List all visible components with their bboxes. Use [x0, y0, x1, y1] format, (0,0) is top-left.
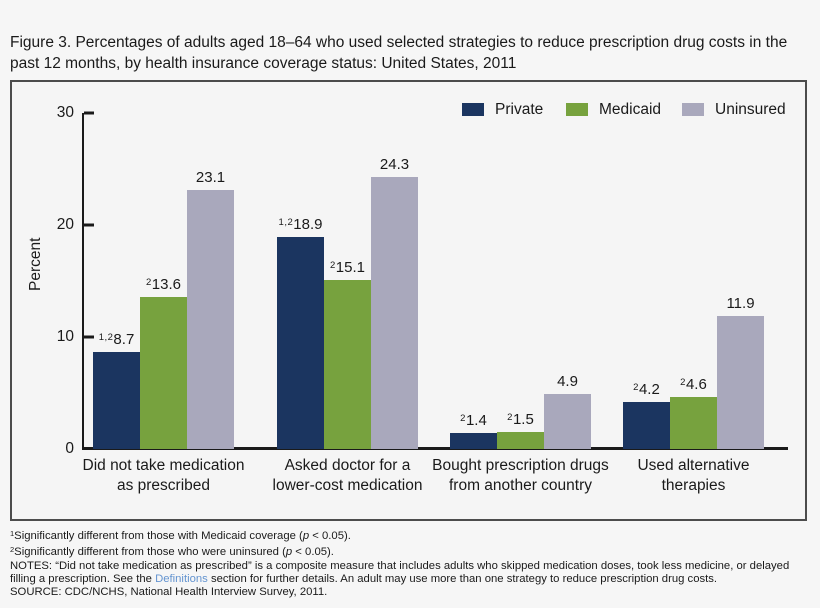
y-tick: [84, 111, 94, 115]
footnote-text: section for further details. An adult ma…: [207, 572, 718, 585]
legend-item-private: Private: [462, 101, 544, 118]
footnote-text: filling a prescription. See the: [10, 572, 156, 585]
definitions-link[interactable]: Definitions: [155, 572, 208, 585]
y-axis-line: [82, 113, 84, 449]
footnote-text: < 0.05).: [292, 546, 334, 559]
legend-swatch-private: [462, 103, 484, 116]
bar-uninsured-3: [717, 316, 764, 449]
bar-value-label: 11.9: [726, 295, 755, 312]
bar-medicaid-1: [324, 280, 371, 449]
bar-medicaid-0: [140, 297, 187, 449]
italic-text: p: [285, 546, 293, 559]
category-label-line: as prescribed: [116, 477, 211, 494]
figure-title: Figure 3. Percentages of adults aged 18–…: [10, 34, 788, 72]
footnote-line: filling a prescription. See the Definiti…: [10, 573, 815, 586]
x-axis-line: [82, 447, 788, 450]
legend-swatch-uninsured: [682, 103, 704, 116]
category-label-2: Bought prescription drugs from another co…: [416, 456, 626, 496]
y-tick-label: 10: [56, 328, 74, 345]
italic-text: p: [302, 530, 310, 542]
footnote-superscript: 2: [10, 545, 15, 555]
category-label-line: from another country: [448, 477, 592, 494]
category-label-line: Bought prescription drugs: [432, 457, 609, 474]
bar-private-3: [623, 402, 670, 449]
plot-area: Percent 0 10 20 30 1,28.7 1,218.9 21.4 24.2 213.…: [27, 104, 788, 494]
footnote-superscript: 1: [10, 529, 15, 538]
category-label-0: Did not take medication as prescribed: [59, 456, 269, 496]
category-label-line: Did not take medication: [82, 457, 245, 474]
legend-label: Private: [495, 101, 544, 118]
bar-value-label: 213.6: [146, 276, 181, 293]
y-tick-label: 0: [65, 440, 74, 457]
bar-value-label: 24.6: [680, 376, 707, 393]
bar-value-label: 1,28.7: [98, 331, 135, 348]
bar-private-0: [93, 352, 140, 449]
footnote-line: 1Significantly different from those with…: [10, 527, 815, 543]
legend-swatch-medicaid: [566, 103, 588, 116]
bar-value-label: 23.1: [195, 169, 226, 186]
footnote-text: NOTES: “Did not take medication as presc…: [10, 559, 790, 572]
footnote-line: NOTES: “Did not take medication as presc…: [10, 560, 815, 573]
footnote-text: Significantly different from those who w…: [14, 546, 286, 559]
category-label-line: Asked doctor for a: [284, 457, 411, 474]
chart-legend: Private Medicaid Uninsured: [12, 101, 805, 119]
bar-private-1: [277, 237, 324, 449]
bar-value-label: 24.2: [633, 381, 660, 398]
footnote-text: < 0.05).: [309, 530, 351, 542]
y-tick-label: 30: [56, 104, 74, 121]
y-tick: [84, 335, 94, 339]
bar-private-2: [450, 433, 497, 449]
bar-value-label: 4.9: [557, 373, 578, 390]
y-tick-label: 20: [56, 216, 74, 233]
bar-value-label: 21.4: [460, 412, 487, 429]
bar-value-label: 24.3: [379, 156, 410, 173]
bar-value-label: 21.5: [507, 411, 534, 428]
footnote-text: Significantly different from those with …: [14, 530, 303, 542]
legend-label: Medicaid: [599, 101, 662, 118]
legend-item-uninsured: Uninsured: [682, 101, 786, 118]
footnotes: 1Significantly different from those with…: [10, 527, 815, 599]
category-label-3: Used alternative therapies: [589, 456, 799, 496]
footnote-line: 2Significantly different from those who …: [10, 543, 815, 559]
chart-box: Private Medicaid Uninsured Percent 0 10 20 30…: [10, 80, 807, 521]
legend-item-medicaid: Medicaid: [566, 101, 662, 118]
category-label-line: lower-cost medication: [272, 477, 423, 494]
category-label-1: Asked doctor for a lower-cost medication: [243, 456, 453, 496]
footnote-text: SOURCE: CDC/NCHS, National Health Interv…: [10, 586, 328, 599]
bar-medicaid-3: [670, 397, 717, 449]
y-tick: [84, 223, 94, 227]
bar-value-label: 215.1: [330, 259, 365, 276]
bar-value-label: 1,218.9: [278, 216, 323, 233]
y-axis-title: Percent: [27, 237, 44, 291]
category-label-line: therapies: [661, 477, 726, 494]
bar-uninsured-1: [371, 177, 418, 449]
category-label-line: Used alternative: [637, 457, 750, 474]
footnote-line: SOURCE: CDC/NCHS, National Health Interv…: [10, 586, 815, 599]
bar-medicaid-2: [497, 432, 544, 449]
bar-uninsured-0: [187, 190, 234, 449]
bar-uninsured-2: [544, 394, 591, 449]
legend-label: Uninsured: [715, 101, 786, 118]
